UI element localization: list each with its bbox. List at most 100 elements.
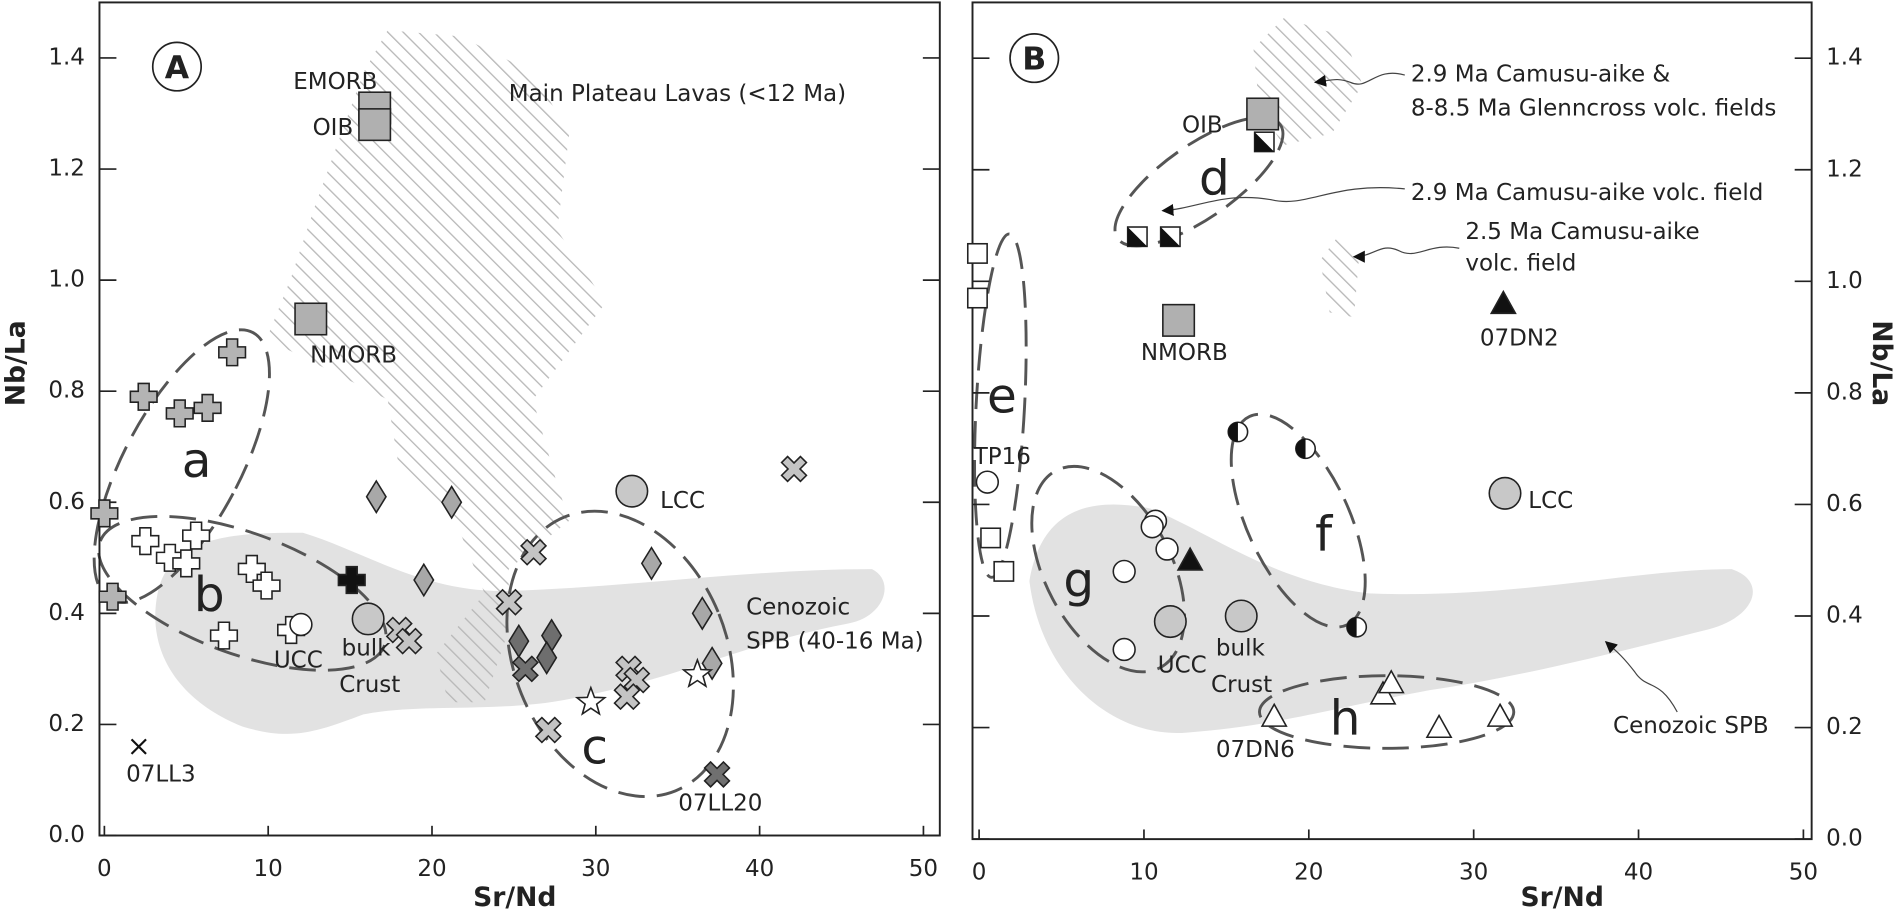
data-point <box>703 760 731 788</box>
data-point <box>681 657 714 689</box>
marker <box>98 582 127 611</box>
annotation: 07LL3 <box>126 761 196 787</box>
data-point <box>1126 226 1148 248</box>
marker <box>193 393 222 422</box>
data-point <box>1155 537 1179 561</box>
marker <box>1488 476 1522 510</box>
annotation: LCC <box>660 488 705 514</box>
data-point <box>131 527 160 556</box>
spb-field <box>1029 504 1753 733</box>
x-axis-label: Sr/Nd <box>1521 882 1604 913</box>
data-point <box>1162 303 1196 337</box>
data-point <box>129 382 158 411</box>
annotation: Cenozoic SPB <box>1613 713 1769 739</box>
marker-fill <box>1254 132 1274 152</box>
annotation: b <box>194 567 225 623</box>
data-point <box>193 393 222 422</box>
annotation: Crust <box>1211 672 1272 698</box>
data-point <box>1224 599 1258 633</box>
annotation: EMORB <box>293 69 377 95</box>
y-axis-label: Nb/La <box>1866 320 1897 406</box>
arrow <box>1352 246 1460 263</box>
data-point <box>536 640 558 676</box>
x-tick-label: 10 <box>1129 860 1158 886</box>
data-point <box>395 627 423 655</box>
data-point <box>574 685 607 716</box>
annotation: f <box>1315 507 1333 563</box>
marker <box>1246 97 1280 131</box>
data-point <box>980 527 1002 549</box>
data-point <box>1486 702 1514 727</box>
marker <box>365 479 387 514</box>
y-axis-label: Nb/La <box>1 320 32 406</box>
marker <box>131 527 160 556</box>
y-tick-label: 0.0 <box>48 822 85 848</box>
y-tick-label: 0.8 <box>1826 379 1863 405</box>
marker <box>413 562 435 598</box>
marker <box>1224 599 1258 633</box>
plot-frame <box>98 1 941 837</box>
marker <box>1489 289 1517 315</box>
annotation: c <box>581 720 608 776</box>
y-tick-label: 0.2 <box>1826 714 1863 740</box>
x-tick-label: 50 <box>1789 860 1818 886</box>
data-point <box>1346 616 1368 638</box>
marker <box>691 596 713 631</box>
annotation: g <box>1063 553 1094 609</box>
hatched-field <box>1253 18 1363 146</box>
marker <box>1377 669 1405 694</box>
data-point <box>966 287 988 309</box>
annotation: UCC <box>274 648 323 674</box>
data-point <box>358 108 392 142</box>
annotation: bulk <box>342 636 392 662</box>
data-point <box>615 474 649 508</box>
data-point <box>1425 713 1453 739</box>
marker <box>703 760 731 788</box>
marker <box>289 612 313 637</box>
data-point <box>1112 559 1136 584</box>
group-h <box>1258 674 1516 750</box>
annotation: TP16 <box>973 444 1031 470</box>
data-point <box>1295 438 1316 460</box>
data-point <box>534 716 562 744</box>
marker <box>1162 303 1196 337</box>
data-point <box>337 565 366 595</box>
marker <box>1153 605 1187 639</box>
marker <box>511 655 539 683</box>
y-tick-label: 1.4 <box>48 44 85 70</box>
marker-fill <box>1295 438 1306 459</box>
data-point <box>1246 97 1280 131</box>
annotation: h <box>1330 691 1361 747</box>
data-point <box>780 455 808 483</box>
data-point <box>691 596 713 631</box>
marker <box>165 399 194 428</box>
marker-fill <box>1346 617 1357 637</box>
marker <box>172 549 201 578</box>
y-tick-label: 0.8 <box>48 378 85 404</box>
data-point <box>413 562 435 598</box>
y-tick-label: 1.2 <box>1826 156 1863 182</box>
x-tick-label: 30 <box>581 856 610 882</box>
data-point <box>252 571 281 600</box>
annotation: NMORB <box>1141 340 1228 366</box>
x-tick-label: 0 <box>972 860 987 886</box>
data-point <box>1489 289 1517 315</box>
data-point <box>90 499 119 528</box>
data-point <box>1159 226 1181 248</box>
arrow <box>1161 187 1405 217</box>
group-d <box>1113 115 1285 248</box>
x-axis-label: Sr/Nd <box>473 882 556 913</box>
x-tick-label: 40 <box>745 856 774 882</box>
plot-frame <box>971 1 1813 841</box>
marker-fill <box>1160 227 1181 247</box>
annotation: 2.5 Ma Camusu-aike <box>1465 219 1699 245</box>
data-point <box>1260 702 1288 727</box>
marker <box>1260 702 1288 727</box>
annotation: 8-8.5 Ma Glenncross volc. fields <box>1411 95 1776 121</box>
annotation: 07LL20 <box>678 791 762 817</box>
marker <box>441 485 463 520</box>
group-e <box>973 232 1028 579</box>
annotation: Cenozoic <box>746 594 850 620</box>
